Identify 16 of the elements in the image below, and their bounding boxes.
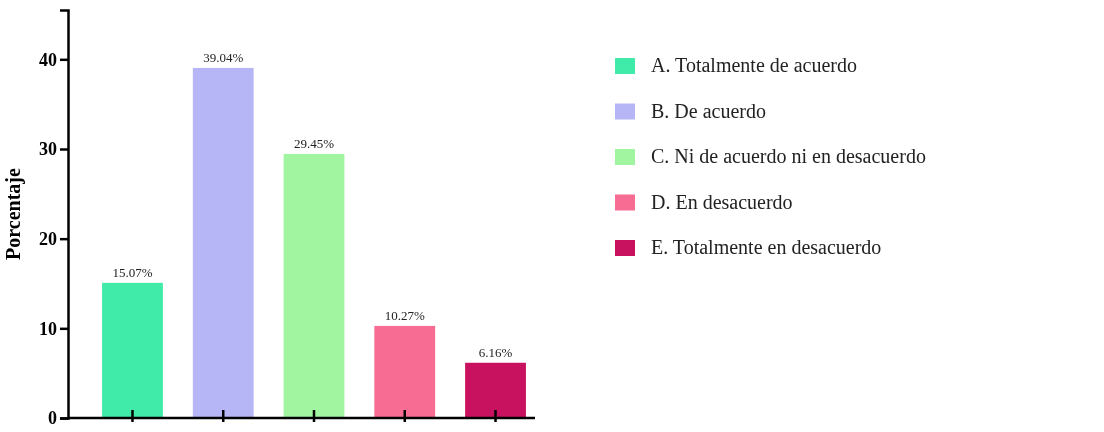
y-axis-title: Porcentaje (2, 167, 25, 260)
y-tick-label: 20 (39, 228, 57, 249)
y-tick-label: 0 (48, 408, 57, 429)
data-label: 6.16% (478, 344, 513, 360)
data-label: 15.07% (112, 264, 153, 280)
y-tick-label: 10 (39, 318, 57, 339)
legend-label: C. Ni de acuerdo ni en desacuerdo (651, 145, 926, 167)
legend-label: E. Totalmente en desacuerdo (651, 236, 882, 258)
data-label: 29.45% (293, 135, 335, 151)
y-tick-label: 40 (39, 49, 57, 70)
data-label: 10.27% (384, 307, 425, 323)
legend-label: B. De acuerdo (651, 99, 766, 122)
legend-label: D. En desacuerdo (651, 190, 793, 213)
legend-label: A. Totalmente de acuerdo (651, 54, 857, 76)
y-tick-label: 30 (39, 139, 57, 160)
data-label: 39.04% (203, 49, 244, 65)
